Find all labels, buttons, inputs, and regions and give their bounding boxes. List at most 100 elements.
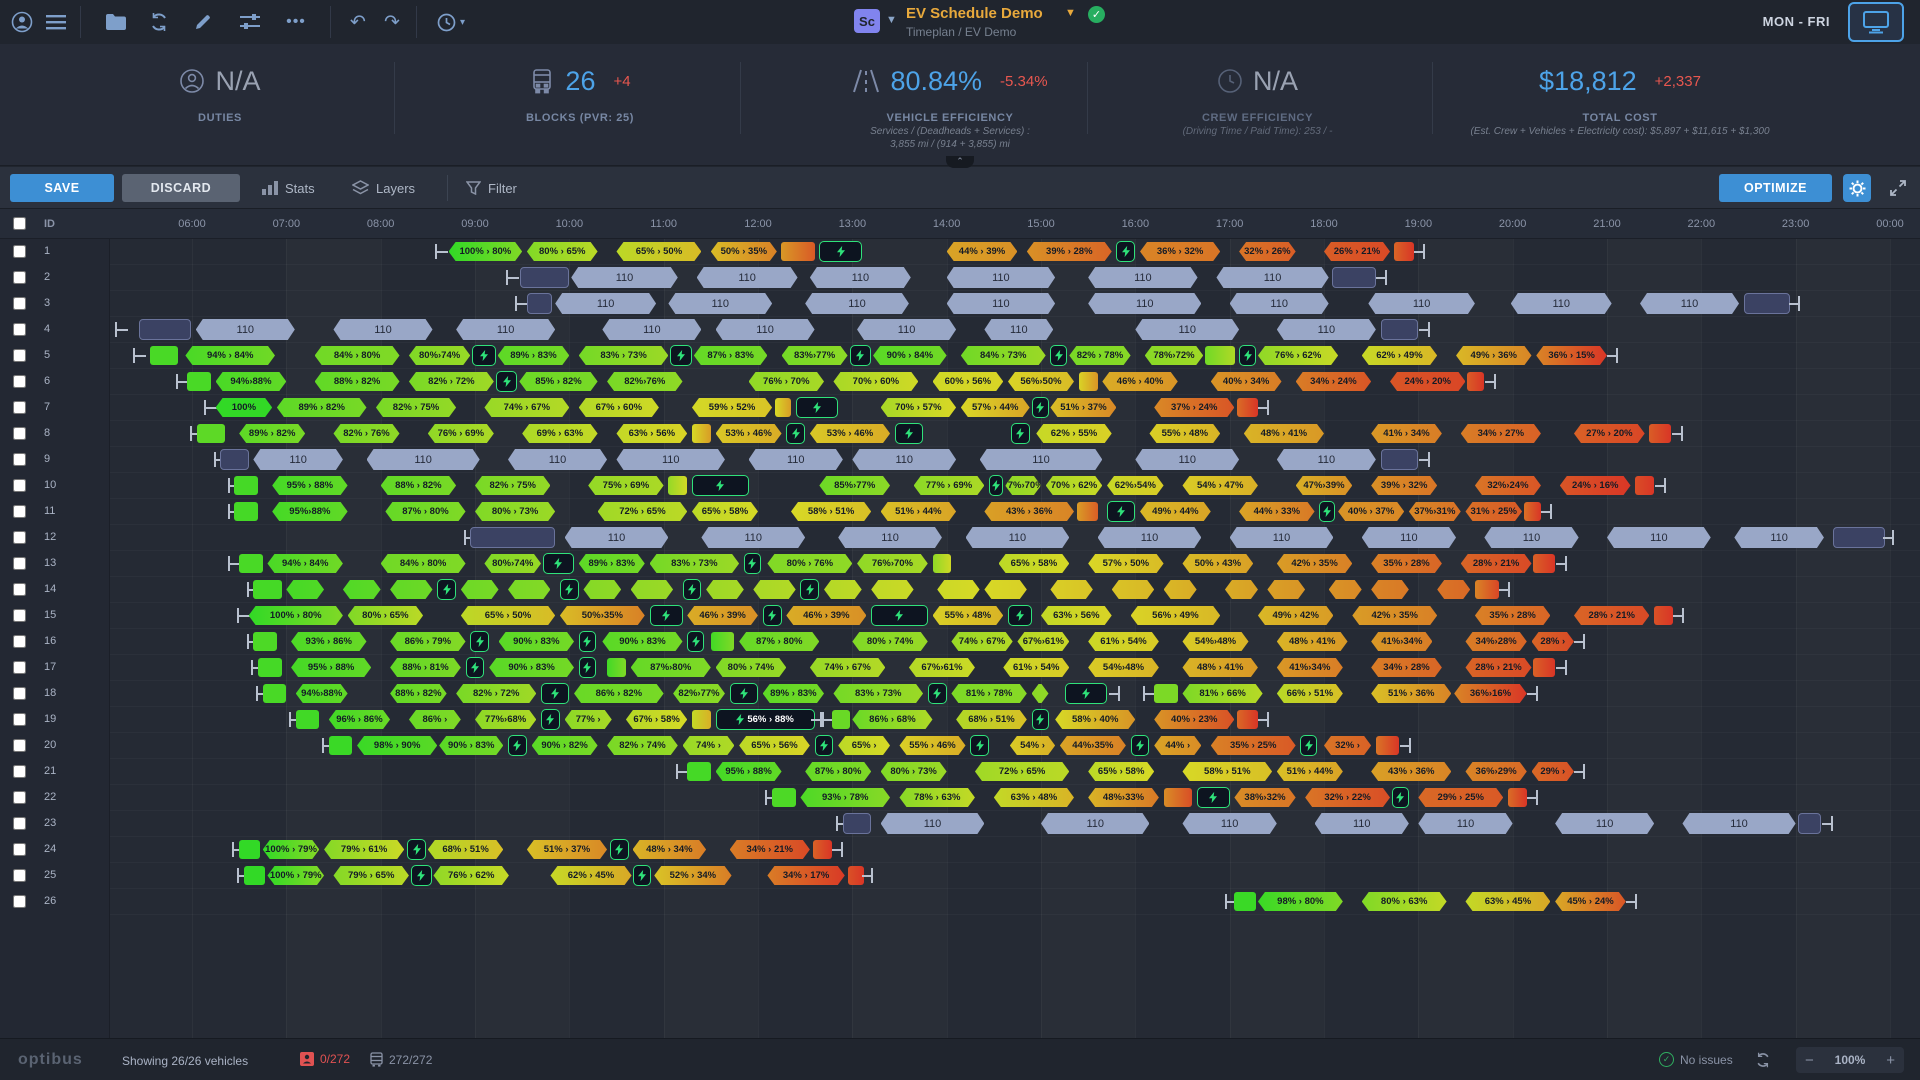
service-block[interactable]: 88% › 82% [315, 372, 400, 391]
service-block[interactable]: 83% › 73% [833, 684, 923, 703]
service-block[interactable]: 94% › 84% [185, 346, 275, 365]
service-block[interactable] [1225, 580, 1258, 599]
service-block[interactable]: 54%›48% [1088, 658, 1159, 677]
service-block[interactable]: 57% › 44% [961, 398, 1030, 417]
service-block[interactable]: 83% › 73% [579, 346, 669, 365]
service-block[interactable]: 90% › 83% [602, 632, 682, 651]
service-block[interactable]: 77% › 69% [914, 476, 985, 495]
service-block[interactable]: 72% › 65% [598, 502, 688, 521]
service-block[interactable]: 29% › 25% [1418, 788, 1503, 807]
layers-toggle[interactable]: Layers [352, 177, 415, 199]
pullout-cap-block[interactable] [831, 710, 851, 729]
pullin-cap-block[interactable] [932, 554, 952, 573]
service-block[interactable]: 44% › [1154, 736, 1201, 755]
charging-block[interactable] [691, 475, 749, 496]
row-checkbox[interactable] [13, 505, 26, 518]
pullin-cap-block[interactable] [1533, 554, 1556, 573]
service-block[interactable] [1267, 580, 1305, 599]
service-block[interactable]: 79% › 65% [333, 866, 408, 885]
service-block[interactable]: 93% › 78% [800, 788, 890, 807]
service-block[interactable]: 48% › 34% [633, 840, 707, 859]
service-block[interactable]: 88% › 82% [390, 684, 447, 703]
service-block[interactable]: 80%›74% [484, 554, 541, 573]
service-block[interactable]: 82%›77% [673, 684, 725, 703]
row-checkbox[interactable] [13, 375, 26, 388]
service-block[interactable]: 34% › 24% [1296, 372, 1371, 391]
route-block[interactable]: 110 [367, 449, 480, 470]
service-block[interactable]: 94%›88% [216, 372, 287, 391]
filter-button[interactable]: Filter [466, 177, 517, 199]
service-block[interactable]: 81% › 66% [1182, 684, 1262, 703]
service-block[interactable]: 87% › 83% [694, 346, 768, 365]
service-block[interactable]: 100% › 80% [449, 242, 523, 261]
service-block[interactable]: 68% › 51% [428, 840, 503, 859]
service-block[interactable]: 90% › 83% [499, 632, 574, 651]
deadhead-block[interactable] [520, 267, 570, 288]
service-block[interactable] [390, 580, 432, 599]
account-icon[interactable] [8, 8, 36, 36]
service-block[interactable]: 55% › 46% [899, 736, 965, 755]
service-block[interactable]: 28% › 21% [1461, 554, 1532, 573]
charging-block[interactable] [1050, 345, 1068, 366]
row-checkbox[interactable] [13, 401, 26, 414]
service-block[interactable] [1112, 580, 1154, 599]
charging-block[interactable] [578, 657, 596, 678]
service-block[interactable]: 24% › 20% [1390, 372, 1465, 391]
charging-block[interactable] [465, 657, 485, 678]
service-block[interactable]: 40% › 34% [1211, 372, 1282, 391]
route-block[interactable]: 110 [1277, 319, 1376, 340]
service-block[interactable]: 89% › 82% [239, 424, 305, 443]
service-block[interactable]: 53% › 46% [810, 424, 890, 443]
service-block[interactable]: 95% › 88% [272, 476, 347, 495]
charging-block[interactable] [800, 579, 820, 600]
service-block[interactable]: 55% › 48% [933, 606, 1004, 625]
service-block[interactable]: 87% › 80% [385, 502, 465, 521]
service-block[interactable]: 80% › 74% [716, 658, 787, 677]
charging-block[interactable] [871, 605, 928, 626]
service-block[interactable]: 63% › 45% [1465, 892, 1550, 911]
charging-block[interactable] [795, 397, 839, 418]
service-block[interactable]: 65% › 58% [1088, 762, 1154, 781]
service-block[interactable]: 59% › 52% [692, 398, 772, 417]
service-block[interactable]: 76% › 62% [1258, 346, 1338, 365]
service-block[interactable]: 84% › 80% [381, 554, 466, 573]
service-block[interactable]: 80% › 65% [348, 606, 423, 625]
service-block[interactable]: 55% › 48% [1149, 424, 1220, 443]
service-block[interactable]: 54%›48% [1182, 632, 1248, 651]
service-block[interactable]: 67%›61% [1017, 632, 1069, 651]
service-block[interactable]: 88% › 81% [390, 658, 461, 677]
service-block[interactable] [1164, 580, 1197, 599]
route-block[interactable]: 110 [947, 293, 1055, 314]
service-block[interactable]: 83%›77% [782, 346, 848, 365]
service-block[interactable]: 80%›74% [409, 346, 470, 365]
save-button[interactable]: SAVE [10, 174, 114, 202]
service-block[interactable]: 32% › 22% [1305, 788, 1390, 807]
service-block[interactable]: 50%›35% [560, 606, 645, 625]
service-block[interactable]: 28% › [1532, 632, 1574, 651]
refresh-button[interactable] [1755, 1052, 1771, 1068]
charging-block[interactable] [470, 631, 490, 652]
route-block[interactable]: 110 [805, 293, 909, 314]
pullin-cap-block[interactable] [1237, 398, 1258, 417]
service-block[interactable]: 65% › 58% [692, 502, 758, 521]
charging-block[interactable] [819, 241, 862, 262]
row-checkbox[interactable] [13, 687, 26, 700]
service-block[interactable]: 51% › 44% [1277, 762, 1343, 781]
service-block[interactable]: 40% › 23% [1154, 710, 1234, 729]
pullout-cap-block[interactable] [772, 788, 796, 807]
zoom-out-button[interactable]: − [1805, 1051, 1814, 1069]
service-block[interactable]: 40% › 37% [1338, 502, 1404, 521]
route-block[interactable]: 110 [508, 449, 607, 470]
service-block[interactable]: 46% › 39% [786, 606, 866, 625]
service-block[interactable]: 77%›68% [475, 710, 536, 729]
service-block[interactable]: 48% › 41% [1244, 424, 1324, 443]
charging-block[interactable] [682, 579, 702, 600]
service-block[interactable]: 85%›77% [819, 476, 890, 495]
service-block[interactable]: 84% › 80% [315, 346, 400, 365]
row-checkbox[interactable] [13, 817, 26, 830]
service-block[interactable]: 63% › 56% [616, 424, 687, 443]
service-block[interactable]: 86% › 68% [852, 710, 932, 729]
service-block[interactable] [1050, 580, 1092, 599]
charging-block[interactable] [670, 345, 692, 366]
service-block[interactable]: 70% › 62% [1046, 476, 1103, 495]
